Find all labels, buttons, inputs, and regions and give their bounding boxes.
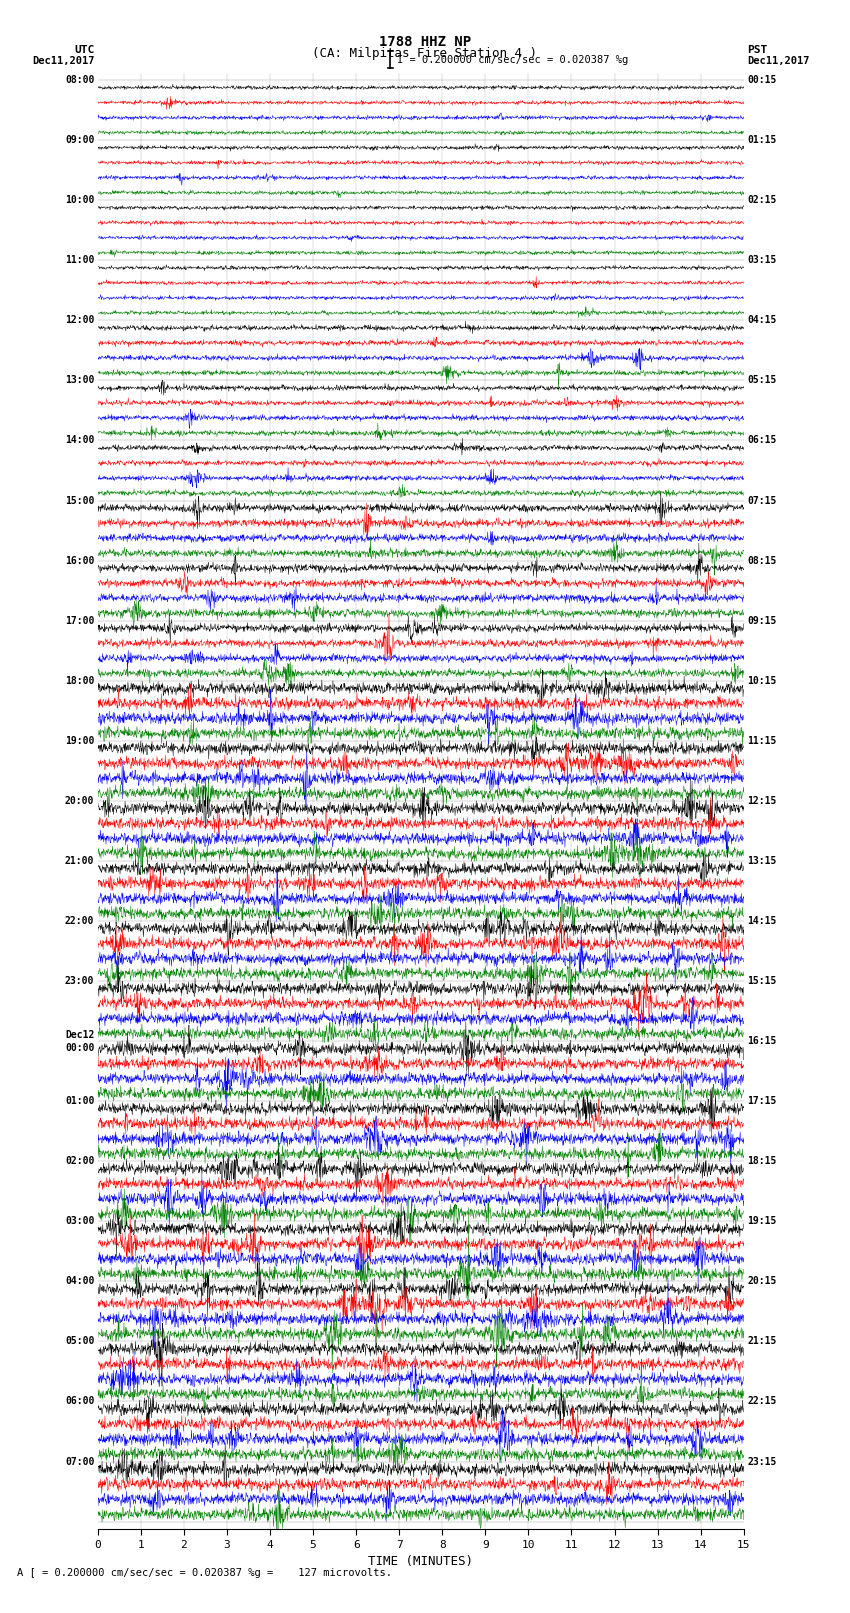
Text: 16:15: 16:15 <box>747 1036 777 1047</box>
Text: 03:15: 03:15 <box>747 255 777 265</box>
Text: 04:15: 04:15 <box>747 316 777 326</box>
Text: 21:15: 21:15 <box>747 1337 777 1347</box>
Text: 10:15: 10:15 <box>747 676 777 686</box>
Text: 06:00: 06:00 <box>65 1397 94 1407</box>
Text: 16:00: 16:00 <box>65 555 94 566</box>
Text: Dec12: Dec12 <box>65 1029 94 1040</box>
Text: 07:00: 07:00 <box>65 1457 94 1466</box>
Text: 01:00: 01:00 <box>65 1097 94 1107</box>
Text: 09:00: 09:00 <box>65 135 94 145</box>
Text: 00:15: 00:15 <box>747 76 777 85</box>
Text: Dec11,2017: Dec11,2017 <box>31 56 94 66</box>
Text: 12:00: 12:00 <box>65 316 94 326</box>
Text: 07:15: 07:15 <box>747 495 777 505</box>
Text: 06:15: 06:15 <box>747 436 777 445</box>
Text: 14:00: 14:00 <box>65 436 94 445</box>
Text: 08:15: 08:15 <box>747 555 777 566</box>
Text: 10:00: 10:00 <box>65 195 94 205</box>
Text: 23:15: 23:15 <box>747 1457 777 1466</box>
Text: 05:15: 05:15 <box>747 376 777 386</box>
Text: 13:15: 13:15 <box>747 857 777 866</box>
Text: 11:00: 11:00 <box>65 255 94 265</box>
Text: A [ = 0.200000 cm/sec/sec = 0.020387 %g =    127 microvolts.: A [ = 0.200000 cm/sec/sec = 0.020387 %g … <box>17 1568 392 1578</box>
Text: 14:15: 14:15 <box>747 916 777 926</box>
Text: UTC: UTC <box>74 45 94 55</box>
Text: 11:15: 11:15 <box>747 736 777 745</box>
Text: 20:15: 20:15 <box>747 1276 777 1286</box>
Text: 18:00: 18:00 <box>65 676 94 686</box>
Text: Dec11,2017: Dec11,2017 <box>747 56 810 66</box>
Text: I = 0.200000 cm/sec/sec = 0.020387 %g: I = 0.200000 cm/sec/sec = 0.020387 %g <box>397 55 628 65</box>
Text: 01:15: 01:15 <box>747 135 777 145</box>
Text: (CA: Milpitas Fire Station 4 ): (CA: Milpitas Fire Station 4 ) <box>313 47 537 60</box>
Text: PST: PST <box>747 45 768 55</box>
Text: 22:00: 22:00 <box>65 916 94 926</box>
Text: 15:00: 15:00 <box>65 495 94 505</box>
X-axis label: TIME (MINUTES): TIME (MINUTES) <box>368 1555 473 1568</box>
Text: 21:00: 21:00 <box>65 857 94 866</box>
Text: 03:00: 03:00 <box>65 1216 94 1226</box>
Text: 19:00: 19:00 <box>65 736 94 745</box>
Text: 20:00: 20:00 <box>65 795 94 806</box>
Text: 18:15: 18:15 <box>747 1157 777 1166</box>
Text: 00:00: 00:00 <box>65 1042 94 1053</box>
Text: 19:15: 19:15 <box>747 1216 777 1226</box>
Text: 05:00: 05:00 <box>65 1337 94 1347</box>
Text: 15:15: 15:15 <box>747 976 777 986</box>
Text: 13:00: 13:00 <box>65 376 94 386</box>
Text: 04:00: 04:00 <box>65 1276 94 1286</box>
Text: 09:15: 09:15 <box>747 616 777 626</box>
Text: 23:00: 23:00 <box>65 976 94 986</box>
Text: 17:15: 17:15 <box>747 1097 777 1107</box>
Text: 02:00: 02:00 <box>65 1157 94 1166</box>
Text: 22:15: 22:15 <box>747 1397 777 1407</box>
Text: 12:15: 12:15 <box>747 795 777 806</box>
Text: 17:00: 17:00 <box>65 616 94 626</box>
Text: 1788 HHZ NP: 1788 HHZ NP <box>379 35 471 50</box>
Text: 08:00: 08:00 <box>65 76 94 85</box>
Text: 02:15: 02:15 <box>747 195 777 205</box>
